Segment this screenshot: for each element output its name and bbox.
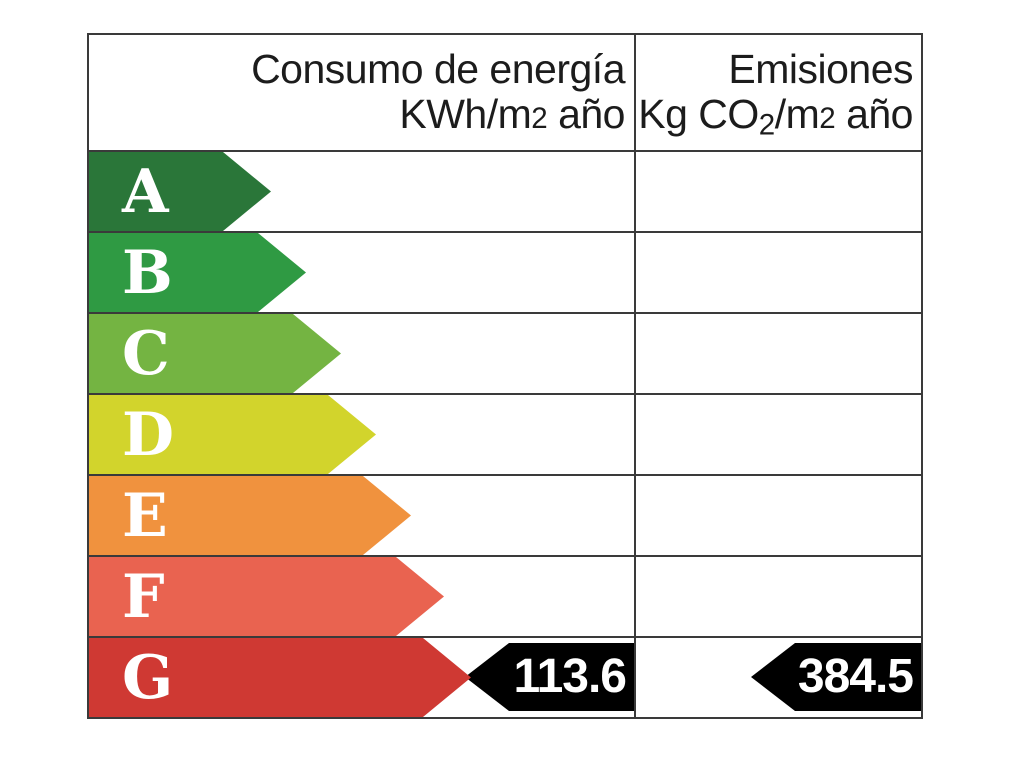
rating-letter: A bbox=[122, 156, 169, 227]
rating-row-d: D bbox=[89, 393, 921, 474]
rating-arrow: E bbox=[89, 476, 411, 555]
rating-row-a: A bbox=[89, 150, 921, 231]
energy-value-arrow: 113.6 bbox=[465, 643, 634, 711]
rating-arrow: C bbox=[89, 314, 341, 393]
rating-letter: C bbox=[122, 318, 170, 389]
rating-arrow: A bbox=[89, 152, 271, 231]
energy-unit-exponent: 2 bbox=[531, 102, 548, 135]
rating-arrow: B bbox=[89, 233, 306, 312]
emissions-header-unit: Kg CO2/m2 año bbox=[638, 91, 913, 142]
rating-row-c: C bbox=[89, 312, 921, 393]
rating-row-b: B bbox=[89, 231, 921, 312]
rating-row-e: E bbox=[89, 474, 921, 555]
rating-letter: B bbox=[122, 237, 173, 308]
column-divider bbox=[634, 35, 636, 717]
energy-rating-table: Consumo de energía KWh/m2 año Emisiones … bbox=[87, 33, 923, 719]
rating-arrow: D bbox=[89, 395, 376, 474]
energy-header-line1: Consumo de energía bbox=[251, 46, 625, 92]
rating-arrow: F bbox=[89, 557, 444, 636]
emissions-value-arrow: 384.5 bbox=[751, 643, 921, 711]
emissions-value-text: 384.5 bbox=[797, 650, 914, 703]
energy-value-text: 113.6 bbox=[513, 650, 627, 703]
rating-letter: F bbox=[122, 561, 165, 632]
table-header: Consumo de energía KWh/m2 año Emisiones … bbox=[89, 35, 921, 150]
co2-subscript: 2 bbox=[758, 108, 775, 142]
rating-rows: A B C D E bbox=[89, 150, 921, 717]
header-cell-energy: Consumo de energía KWh/m2 año bbox=[89, 35, 636, 150]
rating-letter: E bbox=[122, 480, 168, 551]
rating-letter: G bbox=[122, 642, 174, 713]
emissions-unit-exponent: 2 bbox=[819, 102, 836, 135]
energy-header-unit: KWh/m2 año bbox=[399, 91, 625, 137]
rating-letter: D bbox=[122, 399, 175, 470]
rating-arrow: G bbox=[89, 638, 471, 717]
rating-row-g: 113.6 384.5 G bbox=[89, 636, 921, 717]
emissions-header-line1: Emisiones bbox=[728, 46, 913, 92]
header-cell-emissions: Emisiones Kg CO2/m2 año bbox=[636, 35, 921, 150]
rating-row-f: F bbox=[89, 555, 921, 636]
